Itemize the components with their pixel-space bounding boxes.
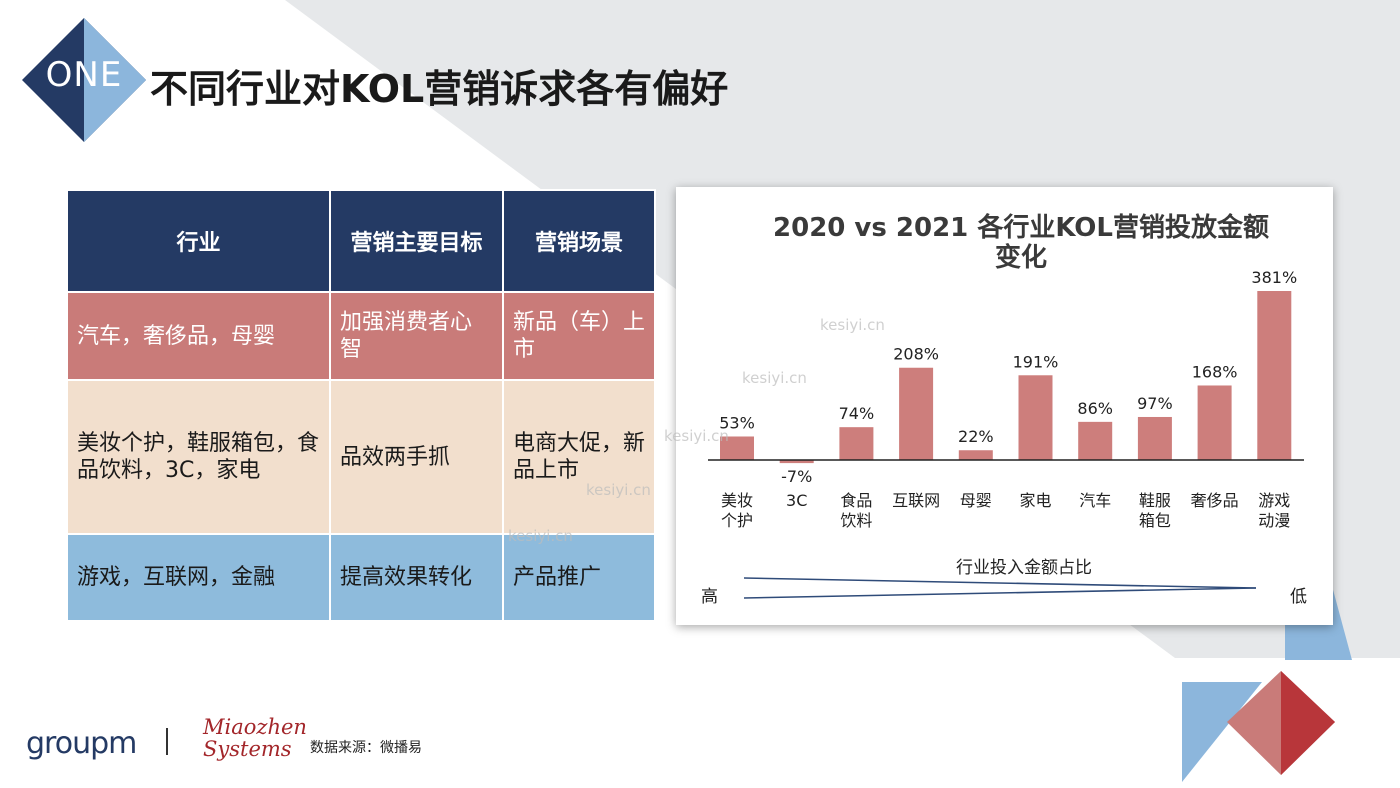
bar: [958, 450, 993, 460]
cell-industry: 游戏，互联网，金融: [66, 533, 331, 622]
cell-goal: 提高效果转化: [329, 533, 504, 622]
cell-scenario: 产品推广: [502, 533, 656, 622]
watermark-text: kesiyi.cn: [820, 316, 885, 334]
data-label: 191%: [1013, 352, 1059, 371]
watermark-text: kesiyi.cn: [742, 369, 807, 387]
data-label: 22%: [958, 427, 994, 446]
bar: [1257, 291, 1292, 460]
cell-goal: 加强消费者心智: [329, 291, 504, 381]
data-label: -7%: [781, 467, 812, 486]
cell-scenario: 新品（车）上市: [502, 291, 656, 381]
trend-line: [743, 587, 1257, 599]
category-label: 奢侈品: [1191, 491, 1239, 510]
data-label: 381%: [1251, 268, 1297, 287]
bar-chart: 53% 美妆个护 -7% 3C 74% 食品饮料 208% 互联网 22% 母婴 191% 家电 86%…: [708, 268, 1304, 599]
data-label: 97%: [1137, 394, 1173, 413]
data-label: 86%: [1077, 399, 1113, 418]
table-header-row: 行业 营销主要目标 营销场景: [66, 189, 656, 293]
miaozhen-logo-line2: Systems: [203, 737, 292, 761]
one-badge-icon: [22, 18, 146, 142]
industry-table: 行业 营销主要目标 营销场景 汽车，奢侈品，母婴 加强消费者心智 新品（车）上市…: [66, 189, 656, 622]
logo-divider: [166, 728, 168, 755]
miaozhen-logo: Miaozhen Systems: [203, 715, 307, 761]
category-label: 饮料: [840, 511, 872, 530]
category-label: 家电: [1019, 491, 1051, 510]
bar: [899, 367, 934, 460]
table-row: 汽车，奢侈品，母婴 加强消费者心智 新品（车）上市: [66, 291, 656, 381]
bar: [1018, 375, 1053, 460]
watermark-text: kesiyi.cn: [586, 481, 651, 499]
watermark-text: kesiyi.cn: [508, 527, 573, 545]
header-scenario: 营销场景: [502, 189, 656, 293]
miaozhen-logo-line1: Miaozhen: [203, 715, 307, 739]
bar: [839, 427, 874, 460]
groupm-logo: groupm: [26, 726, 137, 761]
trend-low-label: 低: [1290, 587, 1307, 607]
watermark-text: kesiyi.cn: [664, 427, 729, 445]
cell-industry: 美妆个护，鞋服箱包，食品饮料，3C，家电: [66, 379, 331, 535]
bar: [779, 460, 814, 464]
trend-line: [743, 577, 1257, 589]
category-label: 动漫: [1258, 511, 1290, 530]
category-label: 美妆: [721, 491, 753, 510]
cell-scenario: 电商大促，新品上市: [502, 379, 656, 535]
chart-title: 2020 vs 2021 各行业KOL营销投放金额变化: [773, 213, 1269, 273]
data-label: 208%: [893, 345, 939, 364]
cell-goal: 品效两手抓: [329, 379, 504, 535]
header-goal: 营销主要目标: [329, 189, 504, 293]
trend-high-label: 高: [701, 587, 718, 607]
category-label: 个护: [721, 511, 753, 530]
table-row: 游戏，互联网，金融 提高效果转化 产品推广: [66, 533, 656, 622]
badge-label: ONE: [45, 55, 123, 95]
page-title: 不同行业对KOL营销诉求各有偏好: [150, 67, 729, 111]
category-label: 互联网: [892, 491, 940, 510]
category-label: 3C: [786, 491, 807, 510]
category-label: 母婴: [960, 491, 992, 510]
category-label: 汽车: [1079, 491, 1111, 510]
bar: [1078, 421, 1113, 460]
data-label: 53%: [719, 413, 755, 432]
category-label: 鞋服: [1139, 491, 1171, 510]
trend-label: 行业投入金额占比: [956, 558, 1092, 578]
bar: [720, 436, 754, 460]
bar: [1197, 385, 1232, 460]
category-label: 食品: [840, 491, 872, 510]
category-label: 游戏: [1258, 491, 1290, 510]
table-row: 美妆个护，鞋服箱包，食品饮料，3C，家电 品效两手抓 电商大促，新品上市: [66, 379, 656, 535]
bar: [1137, 416, 1172, 460]
chart-card: 2020 vs 2021 各行业KOL营销投放金额变化 53% 美妆 个护 -7% 3C…: [676, 187, 1333, 625]
data-source: 数据来源：微播易: [310, 740, 422, 756]
data-label: 168%: [1192, 362, 1238, 381]
data-label: 74%: [839, 404, 875, 423]
header-industry: 行业: [66, 189, 331, 293]
category-label: 箱包: [1139, 511, 1171, 530]
cell-industry: 汽车，奢侈品，母婴: [66, 291, 331, 381]
